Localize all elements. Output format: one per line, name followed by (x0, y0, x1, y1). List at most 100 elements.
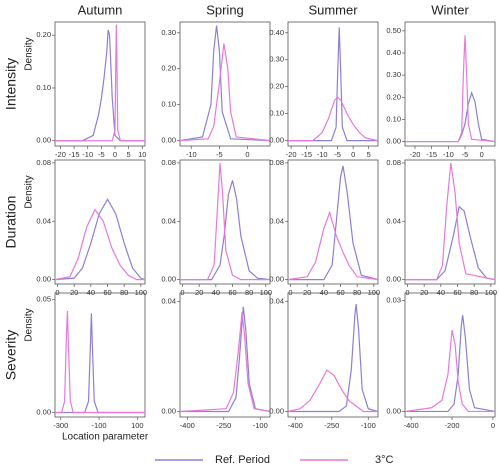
x-tick-label: 60 (453, 288, 461, 297)
x-tick-label: 80 (245, 288, 253, 297)
panel-frame (179, 292, 271, 418)
row-label: Duration (3, 196, 19, 249)
y-tick-label: 0.10 (36, 83, 51, 92)
x-tick-label: -400 (288, 421, 303, 430)
panel-frame (404, 292, 496, 418)
x-tick-label: 5 (127, 150, 131, 159)
x-tick-label: 0 (351, 150, 355, 159)
y-tick-label: 0.50 (386, 26, 401, 35)
x-tick-label: 60 (228, 288, 236, 297)
column-title: Autumn (78, 2, 123, 17)
density-curve (179, 312, 271, 413)
y-tick-label: 0.20 (161, 64, 176, 73)
density-curve (405, 162, 496, 281)
panel-frame (287, 21, 379, 147)
panel-frame (179, 21, 271, 147)
y-tick-label: 0.00 (36, 136, 51, 145)
x-tick-label: 0 (491, 421, 495, 430)
x-tick-label: -250 (324, 421, 339, 430)
density-curve (288, 96, 379, 142)
x-tick-label: 0 (405, 288, 409, 297)
y-tick-label: 0.00 (36, 407, 51, 416)
x-tick-label: 20 (303, 288, 311, 297)
y-tick-label: 0.04 (269, 296, 284, 305)
y-tick-label: 0.08 (269, 158, 284, 167)
row-label: Intensity (3, 58, 19, 110)
x-tick-label: 0 (245, 150, 249, 159)
y-tick-label: 0.08 (161, 158, 176, 167)
y-tick-label: 0.00 (161, 136, 176, 145)
x-tick-label: 60 (336, 288, 344, 297)
density-curve (180, 162, 270, 281)
x-tick-label: 0 (55, 288, 59, 297)
density-curve (287, 369, 378, 413)
x-tick-label: 20 (70, 288, 78, 297)
x-tick-label: 100 (135, 288, 148, 297)
x-tick-label: 10 (138, 150, 146, 159)
legend-label: 3°C (375, 454, 394, 466)
panel-frame (287, 159, 379, 285)
y-tick-label: 0.04 (269, 216, 284, 225)
y-axis-label: Density (24, 37, 35, 70)
density-curve (405, 35, 496, 143)
density-curve (55, 313, 145, 414)
density-curve (54, 208, 145, 281)
y-axis-label: Density (24, 308, 35, 341)
x-tick-label: -10 (82, 150, 93, 159)
x-tick-label: 40 (437, 288, 445, 297)
x-tick-label: -20 (55, 150, 66, 159)
x-tick-label: 20 (195, 288, 203, 297)
density-curve (55, 29, 145, 142)
y-tick-label: 0.00 (386, 137, 401, 146)
y-tick-label: 0.04 (36, 216, 51, 225)
x-tick-label: -15 (426, 150, 437, 159)
x-tick-label: -5 (334, 150, 341, 159)
panel-frame (54, 21, 146, 147)
column-title: Winter (431, 2, 469, 17)
density-curve (179, 25, 271, 142)
x-tick-label: 40 (212, 288, 220, 297)
y-tick-label: 0.10 (269, 109, 284, 118)
y-tick-label: 0.10 (386, 114, 401, 123)
x-tick-label: -5 (216, 150, 223, 159)
y-tick-label: 0.00 (386, 406, 401, 415)
y-tick-label: 0.05 (36, 295, 51, 304)
x-tick-label: -5 (462, 150, 469, 159)
x-tick-label: -400 (404, 421, 419, 430)
x-tick-label: 20 (420, 288, 428, 297)
y-tick-label: 0.30 (161, 28, 176, 37)
x-tick-label: -100 (253, 421, 268, 430)
y-tick-label: 0.04 (161, 216, 176, 225)
y-tick-label: 0.00 (386, 275, 401, 284)
panel-frame (404, 21, 496, 147)
x-tick-label: -100 (361, 421, 376, 430)
y-tick-label: 0.20 (269, 82, 284, 91)
y-tick-label: 0.00 (269, 275, 284, 284)
x-tick-label: 60 (103, 288, 111, 297)
x-tick-label: 0 (180, 288, 184, 297)
density-curve (404, 329, 495, 413)
panel-frame (287, 292, 379, 418)
y-tick-label: 0.30 (386, 70, 401, 79)
y-tick-label: 0.00 (269, 406, 284, 415)
density-curve (55, 311, 145, 414)
x-tick-label: 80 (120, 288, 128, 297)
panel-frame (179, 159, 271, 285)
row-label: Severity (3, 330, 19, 381)
y-tick-label: 0.04 (161, 296, 176, 305)
y-tick-label: 0.08 (36, 158, 51, 167)
x-tick-label: 40 (87, 288, 95, 297)
x-tick-label: -15 (69, 150, 80, 159)
density-curve (179, 43, 271, 142)
density-curve (180, 306, 271, 413)
y-tick-label: 0.00 (269, 136, 284, 145)
x-tick-label: 5 (367, 150, 371, 159)
x-tick-label: -250 (216, 421, 231, 430)
x-tick-label: -400 (180, 421, 195, 430)
x-tick-label: 100 (368, 288, 381, 297)
panel-frame (54, 159, 146, 285)
x-tick-label: -5 (98, 150, 105, 159)
density-curve (54, 198, 146, 281)
y-tick-label: 0.40 (386, 48, 401, 57)
